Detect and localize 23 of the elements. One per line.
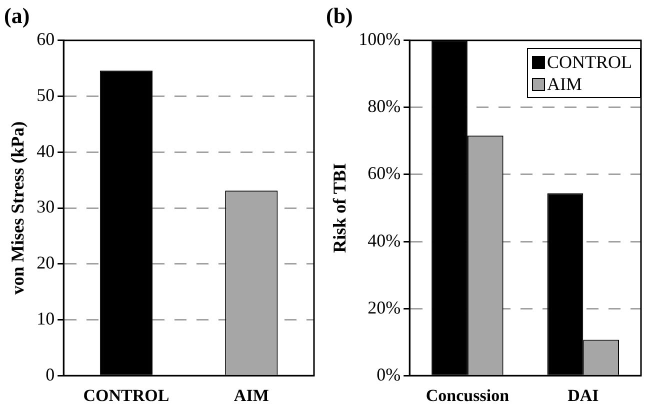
y-axis-title: Risk of TBI	[329, 163, 350, 253]
x-tick-label: AIM	[234, 386, 269, 406]
y-axis-title: von Mises Stress (kPa)	[7, 121, 28, 295]
chart-title: (b)	[326, 2, 353, 28]
y-tick-label: 0	[46, 364, 55, 384]
y-tick-label: 100%	[358, 29, 401, 50]
y-tick-label: 60%	[368, 163, 401, 184]
y-tick-label: 50	[36, 85, 55, 105]
y-tick-label: 80%	[368, 96, 401, 116]
y-tick-label: 0%	[376, 364, 401, 384]
y-tick-label: 40	[36, 140, 55, 161]
x-tick-label: CONTROL	[83, 386, 170, 406]
y-tick-label: 10	[36, 308, 55, 328]
x-tick-label: DAI	[568, 386, 600, 406]
x-tick-label: Concussion	[426, 386, 510, 406]
y-tick-label: 20%	[368, 297, 401, 318]
y-tick-label: 40%	[368, 230, 401, 250]
legend-label: AIM	[547, 73, 582, 96]
y-tick-label: 20	[36, 252, 55, 273]
legend-label: CONTROL	[547, 51, 632, 74]
y-tick-label: 60	[36, 29, 55, 50]
chart-title: (a)	[4, 2, 30, 28]
y-tick-label: 30	[36, 196, 55, 217]
